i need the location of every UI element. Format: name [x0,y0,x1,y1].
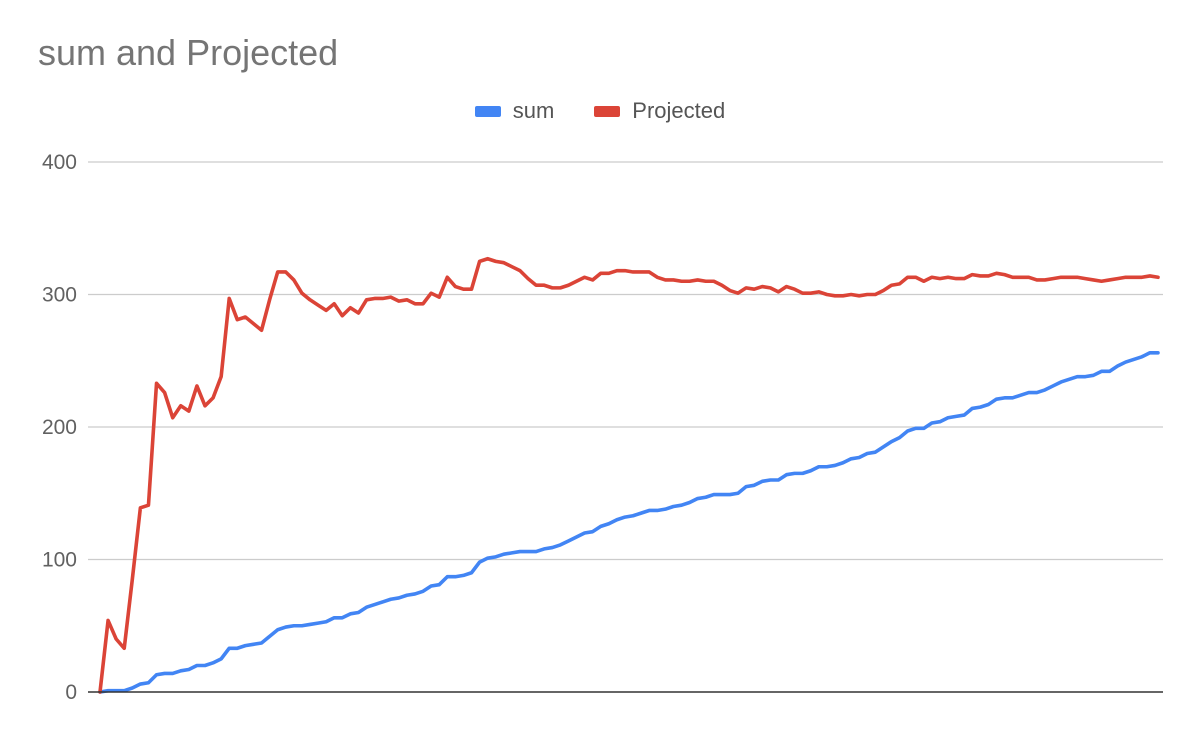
legend-item-projected[interactable]: Projected [594,98,725,124]
y-tick-label-300: 300 [42,284,77,307]
series-line-projected[interactable] [98,256,1160,694]
legend-label-projected: Projected [632,98,726,123]
legend-item-sum[interactable]: sum [474,98,555,124]
y-axis-ticks: 0 100 200 300 400 [42,151,77,704]
legend-swatch-projected [594,105,621,117]
y-tick-label-200: 200 [42,416,77,439]
y-tick-label-400: 400 [42,151,77,174]
series-line-sum[interactable] [98,350,1160,694]
chart-title: sum and Projected [38,32,339,73]
legend: sum Projected [0,98,1200,124]
y-tick-label-0: 0 [65,681,77,704]
gridlines [88,161,1163,561]
series-lines [98,256,1160,694]
legend-swatch-sum [474,105,501,117]
y-tick-label-100: 100 [42,549,77,572]
legend-label-sum: sum [512,98,555,123]
